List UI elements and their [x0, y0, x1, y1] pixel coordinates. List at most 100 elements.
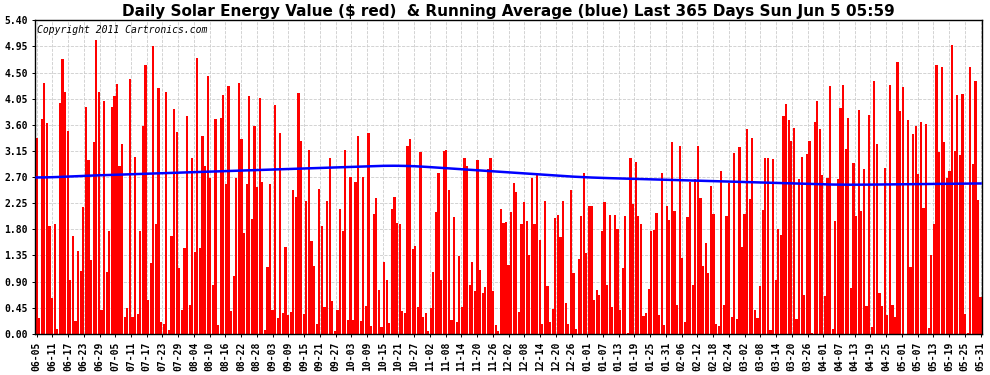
Bar: [958, 156, 961, 334]
Bar: [36, 138, 38, 334]
Bar: [658, 315, 660, 334]
Bar: [261, 182, 263, 334]
Title: Daily Solar Energy Value ($ red)  & Running Average (blue) Last 365 Days Sun Jun: Daily Solar Energy Value ($ red) & Runni…: [122, 4, 895, 19]
Bar: [79, 271, 82, 334]
Bar: [702, 266, 704, 334]
Bar: [66, 131, 69, 334]
Bar: [925, 124, 928, 334]
Bar: [489, 158, 492, 334]
Bar: [782, 116, 785, 334]
Bar: [111, 106, 113, 334]
Bar: [241, 139, 243, 334]
Bar: [349, 177, 351, 334]
Bar: [500, 209, 502, 334]
Bar: [894, 317, 896, 334]
Bar: [588, 206, 590, 334]
Bar: [160, 322, 162, 334]
Bar: [342, 231, 344, 334]
Bar: [359, 321, 362, 334]
Bar: [49, 226, 50, 334]
Bar: [279, 134, 281, 334]
Bar: [865, 306, 867, 334]
Bar: [339, 209, 342, 334]
Bar: [401, 311, 403, 334]
Bar: [564, 303, 566, 334]
Bar: [855, 216, 857, 334]
Bar: [412, 249, 414, 334]
Bar: [979, 297, 982, 334]
Bar: [878, 294, 880, 334]
Bar: [860, 211, 862, 334]
Bar: [427, 332, 430, 334]
Bar: [236, 178, 238, 334]
Bar: [108, 231, 110, 334]
Bar: [764, 158, 766, 334]
Bar: [606, 285, 608, 334]
Bar: [253, 126, 255, 334]
Bar: [74, 321, 76, 334]
Bar: [487, 169, 489, 334]
Bar: [453, 217, 455, 334]
Bar: [759, 286, 761, 334]
Bar: [157, 88, 159, 334]
Bar: [324, 307, 326, 334]
Bar: [795, 319, 798, 334]
Bar: [147, 300, 149, 334]
Bar: [375, 198, 377, 334]
Bar: [250, 219, 253, 334]
Bar: [837, 178, 840, 334]
Bar: [149, 262, 151, 334]
Bar: [370, 326, 372, 334]
Bar: [269, 184, 271, 334]
Bar: [539, 240, 541, 334]
Bar: [596, 290, 598, 334]
Bar: [98, 92, 100, 334]
Bar: [583, 173, 585, 334]
Bar: [300, 141, 302, 334]
Bar: [175, 132, 178, 334]
Bar: [199, 248, 201, 334]
Bar: [572, 273, 574, 334]
Bar: [756, 318, 758, 334]
Bar: [972, 164, 974, 334]
Bar: [873, 81, 875, 334]
Bar: [707, 273, 710, 334]
Bar: [767, 158, 769, 334]
Bar: [886, 315, 888, 334]
Bar: [736, 319, 738, 334]
Bar: [396, 223, 398, 334]
Bar: [811, 333, 813, 334]
Bar: [284, 247, 287, 334]
Bar: [910, 267, 912, 334]
Bar: [181, 310, 183, 334]
Bar: [145, 65, 147, 334]
Bar: [466, 166, 468, 334]
Bar: [562, 201, 564, 334]
Bar: [391, 209, 393, 334]
Bar: [907, 120, 909, 334]
Bar: [705, 243, 707, 334]
Bar: [207, 76, 209, 334]
Bar: [495, 325, 497, 334]
Bar: [215, 119, 217, 334]
Bar: [194, 252, 196, 334]
Bar: [515, 192, 518, 334]
Bar: [832, 329, 834, 334]
Bar: [601, 231, 603, 334]
Bar: [726, 216, 728, 334]
Bar: [113, 96, 116, 334]
Bar: [406, 146, 409, 334]
Bar: [258, 98, 260, 334]
Bar: [455, 322, 457, 334]
Bar: [124, 317, 126, 334]
Bar: [38, 318, 41, 334]
Bar: [61, 59, 63, 334]
Bar: [835, 220, 837, 334]
Bar: [840, 108, 842, 334]
Bar: [292, 190, 294, 334]
Bar: [140, 231, 142, 334]
Bar: [271, 310, 273, 334]
Bar: [204, 166, 206, 334]
Bar: [741, 247, 743, 334]
Bar: [225, 184, 227, 334]
